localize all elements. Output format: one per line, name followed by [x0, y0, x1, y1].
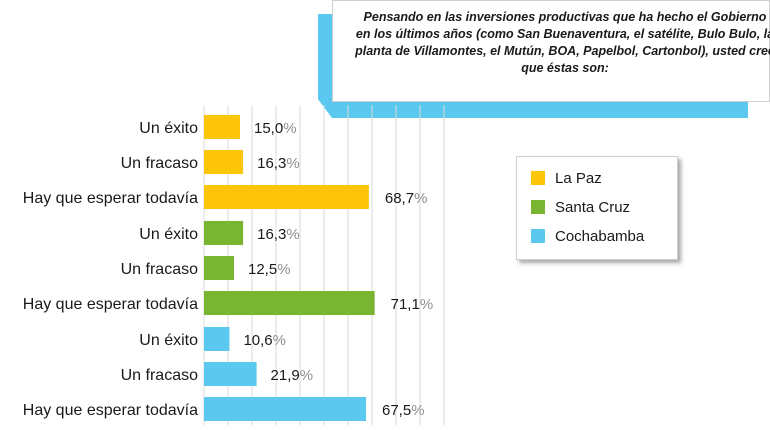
legend-label: Santa Cruz: [555, 198, 631, 216]
bar: [204, 291, 375, 315]
value-label: 67,5%: [382, 402, 425, 419]
value-label: 10,6%: [243, 332, 286, 349]
legend-item: Cochabamba: [531, 225, 644, 247]
legend-label: Cochabamba: [555, 227, 645, 245]
value-label: 15,0%: [254, 120, 297, 137]
category-label: Un éxito: [139, 332, 198, 349]
legend-item: Santa Cruz: [531, 196, 630, 218]
legend-swatch: [531, 229, 545, 243]
bar: [204, 150, 244, 174]
bar: [204, 256, 234, 280]
category-label: Un fracaso: [121, 261, 198, 278]
bar: [204, 397, 366, 421]
value-label: 71,1%: [391, 296, 434, 313]
value-label: 16,3%: [257, 226, 300, 243]
value-label: 12,5%: [248, 261, 291, 278]
bar: [204, 185, 369, 209]
category-label: Hay que esperar todavía: [23, 190, 198, 207]
category-label: Hay que esperar todavía: [23, 402, 198, 419]
category-label: Un éxito: [139, 226, 198, 243]
bar: [204, 221, 244, 245]
value-label: 21,9%: [271, 367, 314, 384]
bar: [204, 327, 230, 351]
chart-title: Pensando en las inversiones productivas …: [355, 10, 770, 75]
category-label: Un fracaso: [121, 155, 198, 172]
legend-item: La Paz: [531, 167, 602, 189]
legend: La Paz Santa Cruz Cochabamba: [516, 156, 678, 260]
legend-swatch: [531, 200, 545, 214]
legend-label: La Paz: [555, 169, 602, 187]
header-panel: Pensando en las inversiones productivas …: [332, 0, 770, 102]
value-label: 68,7%: [385, 190, 428, 207]
category-label: Hay que esperar todavía: [23, 296, 198, 313]
bar: [204, 362, 257, 386]
category-label: Un fracaso: [121, 367, 198, 384]
value-label: 16,3%: [257, 155, 300, 172]
bar: [204, 115, 240, 139]
category-label: Un éxito: [139, 120, 198, 137]
legend-swatch: [531, 171, 545, 185]
question-header: Pensando en las inversiones productivas …: [318, 0, 770, 118]
